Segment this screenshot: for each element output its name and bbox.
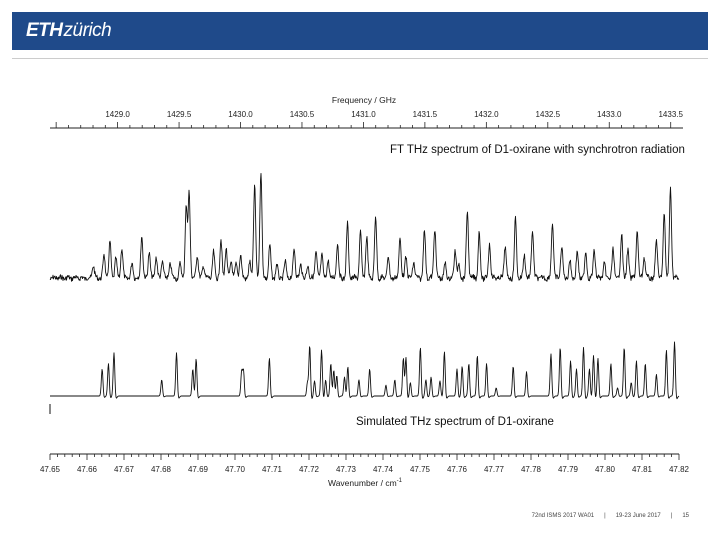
wavenumber-axis-title: Wavenumber / cm-1 [328,478,403,488]
frequency-tick-label: 1432.5 [536,110,561,119]
experimental-spectrum-trace [49,172,680,282]
wavenumber-axis: 47.65 47.66 47.67 47.68 47.69 47.70 47.71 47.72… [40,453,690,474]
logo-eth: ETH [26,20,63,41]
footer-separator-1: | [604,513,606,519]
wavenumber-tick-label: 47.65 [40,465,61,474]
frequency-tick-label: 1433.5 [658,110,683,119]
frequency-axis-title: Frequency / GHz [332,95,396,105]
footer-separator-2: | [670,513,673,519]
wavenumber-tick-label: 47.81 [632,465,653,474]
ft-spectrum-title: FT THz spectrum of D1-oxirane with synch… [390,144,685,156]
wavenumber-tick-label: 47.75 [410,465,431,474]
footer-dates: 19-23 June 2017 [615,513,661,519]
logo-zurich: zürich [63,20,112,41]
frequency-tick-label: 1429.5 [167,110,192,119]
frequency-tick-label: 1432.0 [474,110,499,119]
wavenumber-tick-label: 47.71 [262,465,283,474]
frequency-tick-label: 1433.0 [597,110,622,119]
eth-zurich-logo: ETHzürich [26,20,112,42]
frequency-tick-label: 1430.0 [228,110,253,119]
header-bar: ETHzürich [12,12,708,50]
slide-footer: 72nd ISMS 2017 WA01 | 19-23 June 2017 | 15 [527,513,694,519]
frequency-tick-label: 1431.5 [413,110,438,119]
wavenumber-tick-label: 47.72 [299,465,320,474]
wavenumber-tick-label: 47.80 [595,465,616,474]
frequency-tick-label: 1431.0 [351,110,376,119]
wavenumber-tick-label: 47.78 [521,465,542,474]
wavenumber-tick-label: 47.74 [373,465,394,474]
wavenumber-tick-label: 47.69 [188,465,209,474]
header-divider [12,58,708,59]
wavenumber-tick-label: 47.67 [114,465,135,474]
wavenumber-axis-title-superscript: -1 [397,478,403,484]
wavenumber-tick-label: 47.73 [336,465,357,474]
footer-conference: 72nd ISMS 2017 WA01 [531,513,595,519]
wavenumber-axis-title-text: Wavenumber / cm [328,478,397,488]
wavenumber-tick-label: 47.76 [447,465,468,474]
simulated-spectrum-title: Simulated THz spectrum of D1-oxirane [356,416,554,428]
frequency-tick-label: 1430.5 [290,110,315,119]
simulated-spectrum-trace [50,341,680,400]
footer-page-number: 15 [682,513,689,519]
frequency-axis: 1429.0 1429.5 1430.0 1430.5 1431.0 1431.5 1432… [50,110,683,129]
frequency-tick-label: 1429.0 [105,110,130,119]
wavenumber-tick-label: 47.68 [151,465,172,474]
wavenumber-tick-label: 47.77 [484,465,505,474]
wavenumber-tick-label: 47.66 [77,465,98,474]
wavenumber-tick-label: 47.82 [669,465,690,474]
wavenumber-tick-label: 47.79 [558,465,579,474]
wavenumber-tick-label: 47.70 [225,465,246,474]
